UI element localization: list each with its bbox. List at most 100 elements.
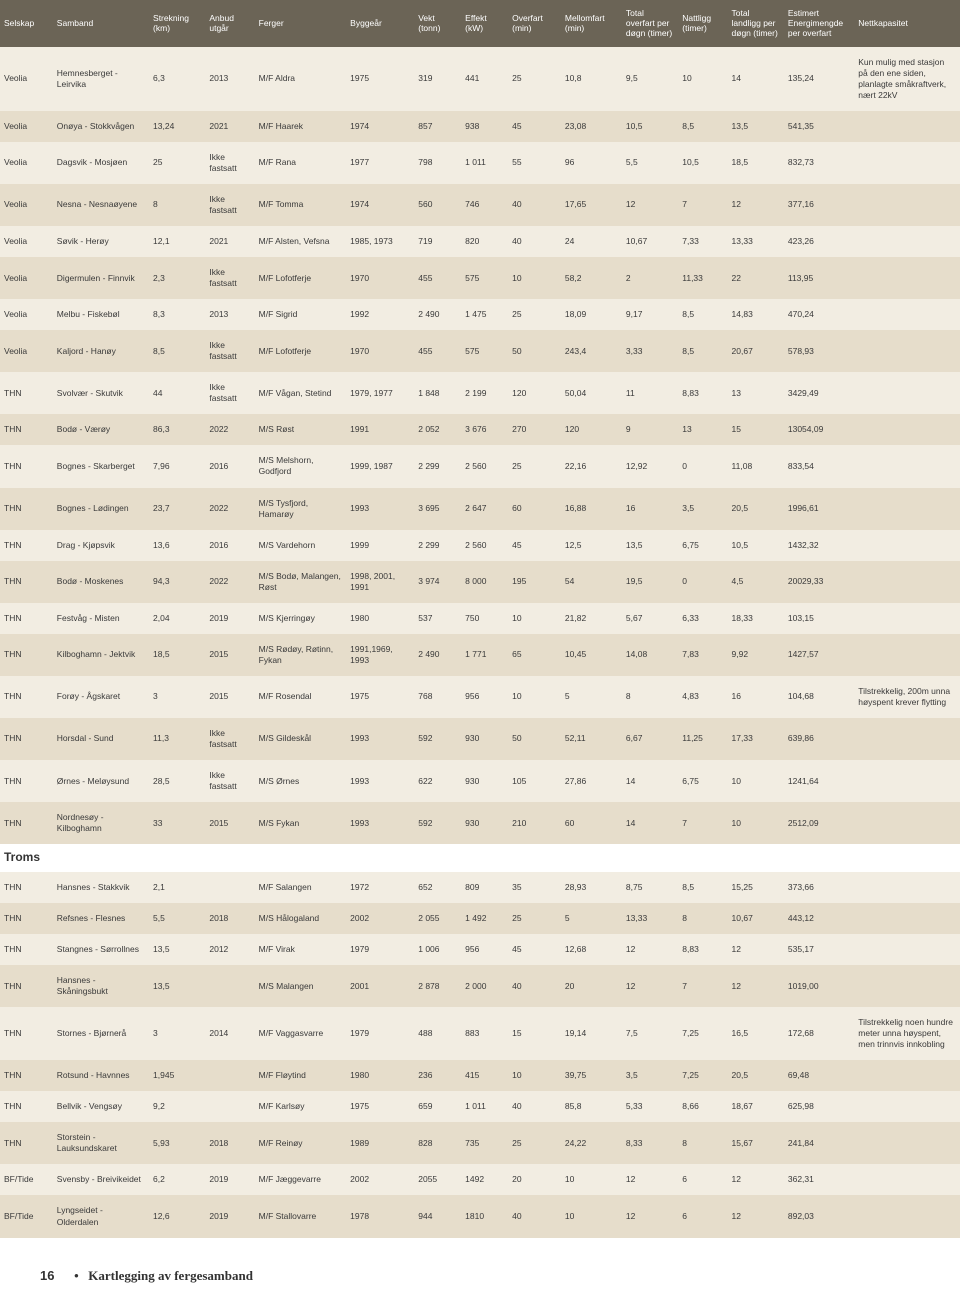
table-cell: 6	[678, 1164, 727, 1195]
table-cell: 1979, 1977	[346, 372, 414, 414]
table-cell: THN	[0, 1122, 53, 1164]
table-cell: 10,5	[622, 111, 678, 142]
table-cell: 1977	[346, 142, 414, 184]
table-cell: Tilstrekkelig, 200m unna høyspent krever…	[854, 676, 960, 718]
table-cell: 241,84	[784, 1122, 854, 1164]
table-cell: 3,5	[678, 488, 727, 530]
table-cell: 120	[561, 414, 622, 445]
table-cell: 455	[414, 330, 461, 372]
table-cell: 8	[622, 676, 678, 718]
table-cell: 11,25	[678, 718, 727, 760]
table-cell: Nesna - Nesnaøyene	[53, 184, 149, 226]
table-cell: 17,65	[561, 184, 622, 226]
table-cell: 65	[508, 634, 561, 676]
table-cell: 2016	[205, 530, 254, 561]
table-cell: 17,33	[728, 718, 784, 760]
table-row: THNFestvåg - Misten2,042019M/S Kjerringø…	[0, 603, 960, 634]
table-cell: 2055	[414, 1164, 461, 1195]
table-row: VeoliaMelbu - Fiskebøl8,32013M/F Sigrid1…	[0, 299, 960, 330]
table-cell: M/F Sigrid	[255, 299, 347, 330]
table-cell: 25	[508, 47, 561, 111]
table-cell: 1980	[346, 1060, 414, 1091]
table-cell: 1241,64	[784, 760, 854, 802]
table-cell: 10,67	[728, 903, 784, 934]
table-row: VeoliaSøvik - Herøy12,12021M/F Alsten, V…	[0, 226, 960, 257]
table-cell: 40	[508, 1195, 561, 1237]
table-cell: 2013	[205, 299, 254, 330]
table-cell: THN	[0, 414, 53, 445]
table-cell: Kilboghamn - Jektvik	[53, 634, 149, 676]
table-row: THNRefsnes - Flesnes5,52018M/S Hålogalan…	[0, 903, 960, 934]
table-cell: Bognes - Lødingen	[53, 488, 149, 530]
table-cell: M/F Lofotferje	[255, 257, 347, 299]
table-cell: 21,82	[561, 603, 622, 634]
table-cell: 14,83	[728, 299, 784, 330]
table-cell: 10	[508, 1060, 561, 1091]
table-cell: 6,75	[678, 530, 727, 561]
table-cell: 12,5	[561, 530, 622, 561]
table-cell: Ørnes - Meløysund	[53, 760, 149, 802]
table-cell: 3 695	[414, 488, 461, 530]
table-cell: Svensby - Breivikeidet	[53, 1164, 149, 1195]
table-row: THNBellvik - Vengsøy9,2M/F Karlsøy197565…	[0, 1091, 960, 1122]
table-cell: 9,92	[728, 634, 784, 676]
table-cell: 1975	[346, 47, 414, 111]
table-cell: 1980	[346, 603, 414, 634]
table-cell: 2 490	[414, 299, 461, 330]
table-cell: M/S Melshorn, Godfjord	[255, 445, 347, 487]
table-cell: Veolia	[0, 111, 53, 142]
table-cell: Veolia	[0, 330, 53, 372]
table-cell: 8,33	[622, 1122, 678, 1164]
table-cell: Horsdal - Sund	[53, 718, 149, 760]
table-cell: 3	[149, 1007, 205, 1060]
table-cell: 8	[149, 184, 205, 226]
table-cell: 94,3	[149, 561, 205, 603]
table-cell: Bognes - Skarberget	[53, 445, 149, 487]
table-cell: M/S Kjerringøy	[255, 603, 347, 634]
table-cell: 1978	[346, 1195, 414, 1237]
table-cell: M/F Jæggevarre	[255, 1164, 347, 1195]
table-cell: Veolia	[0, 226, 53, 257]
table-cell: 14	[728, 47, 784, 111]
table-cell	[854, 142, 960, 184]
table-cell: 15	[508, 1007, 561, 1060]
table-cell	[854, 414, 960, 445]
table-cell: 768	[414, 676, 461, 718]
table-cell: 7	[678, 965, 727, 1007]
table-cell: 10,5	[728, 530, 784, 561]
table-cell: THN	[0, 760, 53, 802]
table-cell: 7,5	[622, 1007, 678, 1060]
table-cell: Refsnes - Flesnes	[53, 903, 149, 934]
table-cell: 28,5	[149, 760, 205, 802]
table-cell: 7,96	[149, 445, 205, 487]
table-row: THNHansnes - Stakkvik2,1M/F Salangen1972…	[0, 872, 960, 903]
table-cell: 622	[414, 760, 461, 802]
table-cell: 2 878	[414, 965, 461, 1007]
table-cell: 15,25	[728, 872, 784, 903]
table-cell: Lyngseidet - Olderdalen	[53, 1195, 149, 1237]
table-row: THNStornes - Bjørnerå32014M/F Vaggasvarr…	[0, 1007, 960, 1060]
table-cell: 1 492	[461, 903, 508, 934]
table-cell: 1979	[346, 934, 414, 965]
table-cell: 4,83	[678, 676, 727, 718]
table-cell: Veolia	[0, 257, 53, 299]
table-cell: 1 475	[461, 299, 508, 330]
table-cell: 3,33	[622, 330, 678, 372]
table-cell: THN	[0, 488, 53, 530]
table-cell: 2022	[205, 414, 254, 445]
table-cell: 423,26	[784, 226, 854, 257]
table-cell: 6,2	[149, 1164, 205, 1195]
table-cell: 40	[508, 1091, 561, 1122]
table-cell: 19,14	[561, 1007, 622, 1060]
table-cell: 8,5	[678, 299, 727, 330]
table-cell: M/F Stallovarre	[255, 1195, 347, 1237]
table-cell: THN	[0, 445, 53, 487]
table-cell: M/S Ørnes	[255, 760, 347, 802]
table-cell: 2012	[205, 934, 254, 965]
table-cell: 8,75	[622, 872, 678, 903]
header-cell: Selskap	[0, 0, 53, 47]
table-cell: 415	[461, 1060, 508, 1091]
table-cell: M/F Karlsøy	[255, 1091, 347, 1122]
table-cell: 58,2	[561, 257, 622, 299]
table-cell: 10	[561, 1164, 622, 1195]
